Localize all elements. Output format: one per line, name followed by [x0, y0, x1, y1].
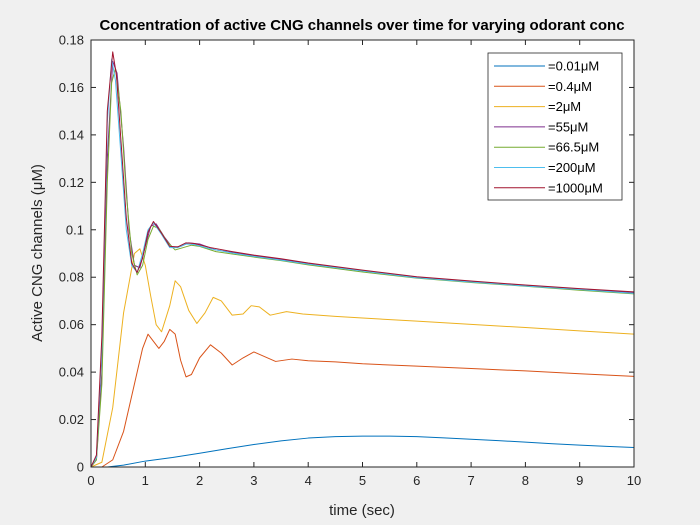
x-tick-label: 0 — [87, 473, 94, 488]
legend-label-1: =0.4μM — [548, 79, 592, 94]
y-tick-label: 0.18 — [59, 33, 84, 48]
series-line-2 — [90, 248, 635, 468]
y-tick-label: 0.12 — [59, 175, 84, 190]
y-tick-label: 0.16 — [59, 80, 84, 95]
chart-title: Concentration of active CNG channels ove… — [99, 17, 624, 34]
series-line-1 — [91, 328, 635, 468]
series-line-6 — [90, 51, 635, 468]
y-axis-label: Active CNG channels (μM) — [29, 164, 46, 342]
x-tick-label: 3 — [250, 473, 257, 488]
x-tick-label: 2 — [196, 473, 203, 488]
y-tick-label: 0.02 — [59, 412, 84, 427]
legend-label-3: =55μM — [548, 119, 588, 134]
y-tick-label: 0.04 — [59, 365, 84, 380]
x-tick-label: 7 — [467, 473, 474, 488]
y-tick-label: 0.06 — [59, 317, 84, 332]
legend: =0.01μM =0.4μM =2μM =55μM =66.5μM =200μM =1000… — [487, 52, 623, 201]
x-tick-label: 6 — [413, 473, 420, 488]
series-line-5 — [90, 58, 635, 468]
legend-label-2: =2μM — [548, 99, 581, 114]
y-tick-label: 0.14 — [59, 127, 84, 142]
legend-label-4: =66.5μM — [548, 140, 599, 155]
y-tick-label: 0.1 — [66, 222, 84, 237]
x-tick-label: 5 — [359, 473, 366, 488]
x-tick-label: 1 — [142, 473, 149, 488]
x-tick-label: 10 — [627, 473, 641, 488]
y-tick-label: 0 — [77, 460, 84, 475]
ticks-layer: 0 1 2 3 4 5 6 7 8 9 10 0 0.02 0.04 0.06 0.08 0.1 0.12 0.14… — [59, 33, 642, 489]
legend-label-6: =1000μM — [548, 180, 603, 195]
series-layer — [90, 51, 635, 468]
series-line-0 — [91, 435, 635, 468]
x-axis-label: time (sec) — [329, 502, 395, 519]
series-line-4 — [90, 67, 635, 468]
x-tick-label: 9 — [576, 473, 583, 488]
y-tick-label: 0.08 — [59, 270, 84, 285]
legend-label-0: =0.01μM — [548, 59, 599, 74]
legend-label-5: =200μM — [548, 160, 596, 175]
x-tick-label: 8 — [522, 473, 529, 488]
x-tick-label: 4 — [305, 473, 312, 488]
